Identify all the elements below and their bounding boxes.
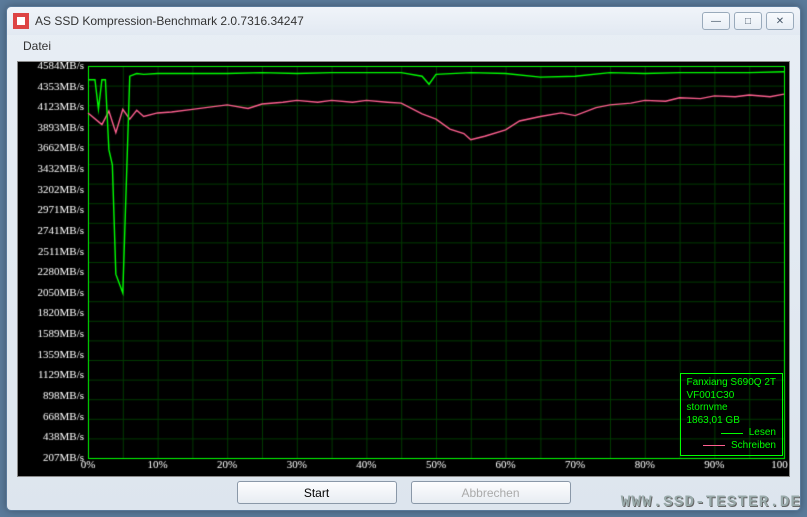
chart-panel: Fanxiang S690Q 2T VF001C30 stornvme 1863… bbox=[17, 61, 790, 477]
abort-button: Abbrechen bbox=[411, 481, 571, 504]
benchmark-chart bbox=[18, 62, 788, 476]
legend-box: Fanxiang S690Q 2T VF001C30 stornvme 1863… bbox=[680, 373, 784, 456]
menu-datei[interactable]: Datei bbox=[17, 37, 57, 55]
start-button[interactable]: Start bbox=[237, 481, 397, 504]
close-button[interactable]: ✕ bbox=[766, 12, 794, 30]
legend-line-read-icon bbox=[721, 433, 743, 434]
legend-read-label: Lesen bbox=[749, 427, 776, 440]
legend-row-write: Schreiben bbox=[687, 440, 777, 453]
app-window: AS SSD Kompression-Benchmark 2.0.7316.34… bbox=[6, 6, 801, 511]
legend-line-write-icon bbox=[703, 445, 725, 446]
legend-row-read: Lesen bbox=[687, 427, 777, 440]
titlebar[interactable]: AS SSD Kompression-Benchmark 2.0.7316.34… bbox=[7, 7, 800, 35]
legend-device: Fanxiang S690Q 2T bbox=[687, 377, 777, 390]
app-icon bbox=[13, 13, 29, 29]
legend-firmware: VF001C30 bbox=[687, 390, 777, 403]
minimize-button[interactable]: — bbox=[702, 12, 730, 30]
legend-write-label: Schreiben bbox=[731, 440, 776, 453]
menubar: Datei bbox=[7, 35, 800, 57]
maximize-button[interactable]: □ bbox=[734, 12, 762, 30]
watermark: WWW.SSD-TESTER.DE bbox=[621, 493, 801, 511]
legend-driver: stornvme bbox=[687, 402, 777, 415]
window-controls: — □ ✕ bbox=[702, 12, 794, 30]
legend-capacity: 1863,01 GB bbox=[687, 415, 777, 428]
window-title: AS SSD Kompression-Benchmark 2.0.7316.34… bbox=[35, 14, 702, 28]
